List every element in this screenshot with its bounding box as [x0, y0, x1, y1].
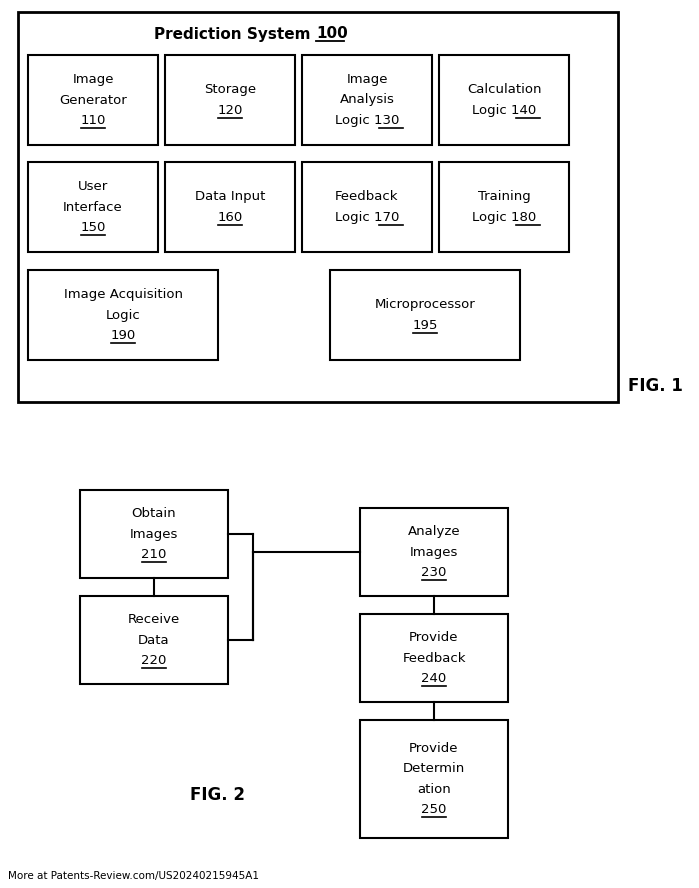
- Text: Logic 140: Logic 140: [472, 104, 536, 116]
- Text: 150: 150: [80, 221, 106, 234]
- Text: Analysis: Analysis: [340, 93, 394, 107]
- Text: 100: 100: [316, 27, 347, 42]
- Text: FIG. 1: FIG. 1: [628, 377, 683, 395]
- Bar: [80, 490, 228, 578]
- Bar: [302, 162, 432, 252]
- Text: User: User: [78, 180, 108, 193]
- Text: Images: Images: [410, 545, 458, 559]
- Text: Provide: Provide: [409, 631, 459, 644]
- Text: Receive: Receive: [128, 613, 180, 626]
- Text: Determin: Determin: [403, 762, 465, 775]
- Text: 195: 195: [412, 319, 438, 332]
- Text: 230: 230: [421, 566, 447, 579]
- Bar: [165, 162, 295, 252]
- Text: Prediction System: Prediction System: [154, 27, 316, 42]
- Text: Storage: Storage: [204, 83, 256, 96]
- Text: 240: 240: [421, 672, 447, 685]
- Text: ation: ation: [417, 782, 451, 796]
- Text: Image: Image: [346, 73, 388, 86]
- Bar: [330, 270, 520, 360]
- Text: Data: Data: [138, 633, 170, 646]
- Text: Feedback: Feedback: [336, 190, 398, 203]
- Text: 110: 110: [80, 114, 106, 127]
- Bar: [360, 614, 508, 702]
- Text: Feedback: Feedback: [402, 652, 466, 664]
- Text: 220: 220: [141, 654, 166, 667]
- Text: 190: 190: [110, 329, 136, 342]
- Text: Logic 170: Logic 170: [335, 210, 399, 224]
- Text: 250: 250: [421, 803, 447, 816]
- Text: Interface: Interface: [63, 201, 123, 213]
- Text: Calculation: Calculation: [467, 83, 541, 96]
- Text: Provide: Provide: [409, 741, 459, 755]
- Text: Microprocessor: Microprocessor: [375, 298, 475, 312]
- Bar: [18, 12, 618, 402]
- Text: FIG. 2: FIG. 2: [191, 786, 245, 804]
- Text: 160: 160: [217, 210, 243, 224]
- Bar: [439, 162, 569, 252]
- Bar: [28, 55, 158, 145]
- Bar: [439, 55, 569, 145]
- Text: Logic 180: Logic 180: [472, 210, 536, 224]
- Text: More at Patents-Review.com/US20240215945A1: More at Patents-Review.com/US20240215945…: [8, 871, 259, 881]
- Bar: [28, 270, 218, 360]
- Text: Training: Training: [477, 190, 531, 203]
- Text: Logic: Logic: [106, 308, 140, 321]
- Text: Logic 130: Logic 130: [335, 114, 399, 127]
- Bar: [302, 55, 432, 145]
- Text: 120: 120: [217, 104, 243, 116]
- Bar: [165, 55, 295, 145]
- Text: Analyze: Analyze: [408, 525, 461, 538]
- Text: Image: Image: [72, 73, 114, 86]
- Bar: [80, 596, 228, 684]
- Text: Images: Images: [130, 527, 178, 541]
- Bar: [360, 720, 508, 838]
- Text: 210: 210: [141, 548, 166, 561]
- Text: Obtain: Obtain: [131, 507, 176, 520]
- Bar: [28, 162, 158, 252]
- Bar: [360, 508, 508, 596]
- Text: Generator: Generator: [59, 93, 127, 107]
- Text: Image Acquisition: Image Acquisition: [64, 288, 182, 301]
- Text: Data Input: Data Input: [195, 190, 265, 203]
